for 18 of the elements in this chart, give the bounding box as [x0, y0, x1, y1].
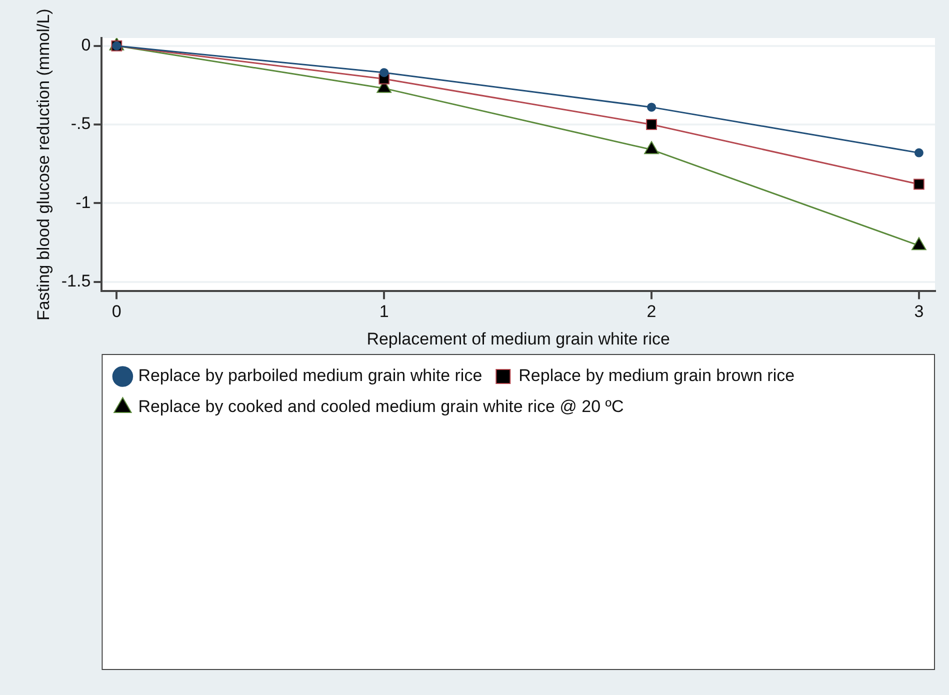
y-tick-label: -1: [76, 192, 91, 212]
x-tick-label: 2: [646, 302, 656, 322]
point: [646, 119, 657, 130]
x-tick-label: 0: [112, 302, 122, 322]
point: [380, 68, 389, 78]
x-tick-label: 3: [914, 302, 924, 322]
y-tick-label: -.5: [70, 114, 91, 134]
x-axis-title: Replacement of medium grain white rice: [366, 329, 670, 348]
x-tick-label: 1: [379, 302, 389, 322]
legend-label: Replace by medium grain brown rice: [518, 366, 795, 386]
y-axis-title: Fasting blood glucose reduction (mmol/L): [34, 8, 53, 321]
point: [914, 148, 924, 158]
legend-label: Replace by parboiled medium grain white rice: [138, 366, 482, 386]
y-tick-label: 0: [81, 36, 91, 55]
y-tick-label: -1.5: [61, 271, 91, 290]
point: [647, 102, 656, 112]
legend-label: Replace by cooked and cooled medium grain white rice @ 20 ºC: [138, 397, 624, 416]
point: [914, 178, 924, 190]
